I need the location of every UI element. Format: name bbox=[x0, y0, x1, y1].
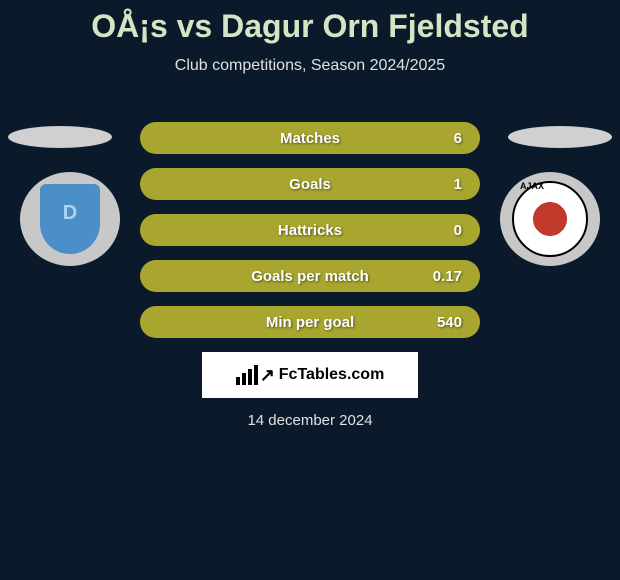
stat-value: 1 bbox=[454, 176, 462, 193]
stat-row-hattricks: Hattricks 0 bbox=[140, 214, 480, 246]
stat-label: Min per goal bbox=[158, 314, 462, 331]
date-label: 14 december 2024 bbox=[0, 412, 620, 429]
stat-row-min-per-goal: Min per goal 540 bbox=[140, 306, 480, 338]
fctables-bars-icon bbox=[236, 365, 258, 385]
stat-value: 0.17 bbox=[433, 268, 462, 285]
stat-label: Goals per match bbox=[158, 268, 462, 285]
stat-row-goals: Goals 1 bbox=[140, 168, 480, 200]
stat-value: 6 bbox=[454, 130, 462, 147]
left-club-badge bbox=[20, 172, 120, 266]
page-title: OÅ¡s vs Dagur Orn Fjeldsted bbox=[0, 0, 620, 45]
right-club-badge bbox=[500, 172, 600, 266]
branding-text: FcTables.com bbox=[279, 366, 385, 384]
left-player-ellipse bbox=[8, 126, 112, 148]
stat-label: Hattricks bbox=[158, 222, 462, 239]
stat-value: 0 bbox=[454, 222, 462, 239]
branding-box[interactable]: ↗ FcTables.com bbox=[202, 352, 418, 398]
ajax-badge-icon bbox=[512, 181, 588, 257]
stat-label: Matches bbox=[158, 130, 462, 147]
subtitle: Club competitions, Season 2024/2025 bbox=[0, 57, 620, 75]
stat-label: Goals bbox=[158, 176, 462, 193]
daugava-shield-icon bbox=[40, 184, 100, 254]
stat-row-goals-per-match: Goals per match 0.17 bbox=[140, 260, 480, 292]
right-player-ellipse bbox=[508, 126, 612, 148]
stats-panel: Matches 6 Goals 1 Hattricks 0 Goals per … bbox=[140, 122, 480, 352]
stat-row-matches: Matches 6 bbox=[140, 122, 480, 154]
stat-value: 540 bbox=[437, 314, 462, 331]
arrow-icon: ↗ bbox=[260, 365, 275, 386]
